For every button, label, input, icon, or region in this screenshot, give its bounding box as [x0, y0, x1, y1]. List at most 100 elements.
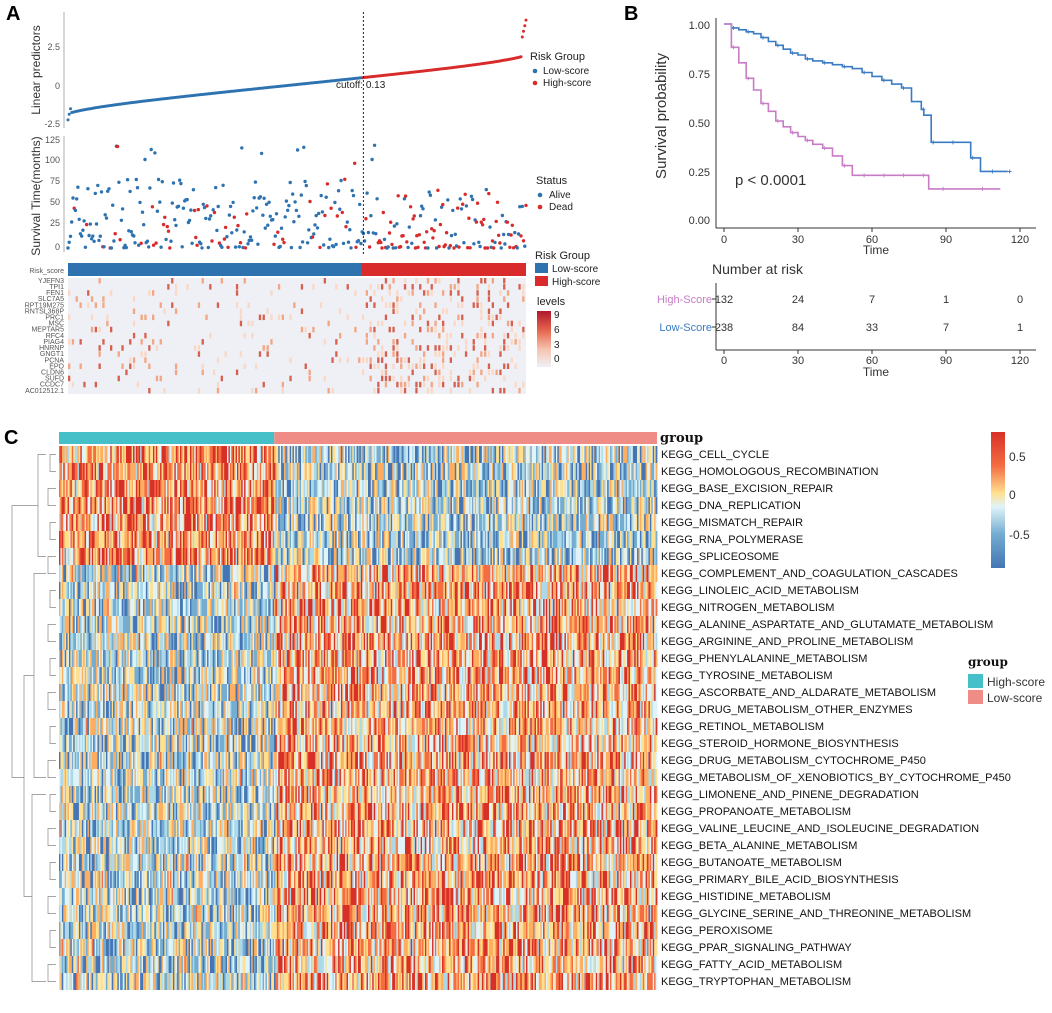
status-point	[344, 225, 348, 229]
kegg-heat-cell	[598, 497, 601, 514]
gene-heat-cell	[426, 326, 430, 333]
kegg-heat-cell	[407, 480, 410, 497]
km-censor-mark	[950, 140, 955, 145]
kegg-heat-cell	[348, 446, 350, 463]
risk-score-legend-title: Risk Group	[530, 51, 585, 63]
kegg-heat-cell	[87, 463, 90, 480]
kegg-heat-cell	[326, 480, 329, 497]
gene-heat-cell	[392, 375, 395, 382]
status-point	[418, 214, 423, 218]
kegg-heat-cell	[527, 463, 530, 480]
status-point	[293, 200, 297, 204]
kegg-heat-cell	[96, 446, 98, 463]
kegg-heat-cell	[332, 531, 335, 548]
kegg-heat-cell	[367, 497, 370, 514]
kegg-heat-cell	[511, 480, 514, 497]
kegg-heat-cell	[544, 446, 547, 463]
kegg-heat-cell	[160, 480, 162, 497]
kegg-heat-cell	[600, 480, 602, 497]
kegg-heat-cell	[639, 463, 642, 480]
gene-heat-cell	[102, 339, 105, 345]
kegg-heat-cell	[597, 446, 600, 463]
kegg-heat-cell	[162, 582, 165, 599]
kegg-heat-cell	[108, 497, 111, 514]
kegg-heat-cell	[255, 548, 258, 565]
levels-tick: 6	[554, 325, 560, 336]
kegg-heat-cell	[328, 480, 330, 497]
kegg-heat-cell	[360, 548, 363, 565]
kegg-heat-cell	[61, 582, 64, 599]
kegg-heat-cell	[404, 565, 407, 582]
kegg-heat-cell	[279, 446, 282, 463]
kegg-heat-cell	[291, 514, 293, 531]
gene-heat-cell	[457, 302, 460, 308]
kegg-heat-cell	[105, 514, 108, 531]
status-point	[444, 231, 449, 235]
gene-heat-cell	[491, 320, 494, 327]
kegg-heat-cell	[140, 497, 142, 514]
gene-heat-cell	[434, 302, 437, 308]
kegg-heat-cell	[434, 480, 437, 497]
kegg-heat-cell	[393, 463, 396, 480]
kegg-heat-cell	[453, 497, 456, 514]
kegg-heat-cell	[628, 480, 631, 497]
kegg-heat-cell	[305, 514, 308, 531]
kegg-heat-cell	[634, 531, 637, 548]
status-point	[196, 207, 200, 212]
kegg-heat-cell	[211, 582, 214, 599]
kegg-heat-cell	[641, 480, 644, 497]
kegg-heat-cell	[382, 463, 385, 480]
kegg-heat-cell	[641, 446, 644, 463]
kegg-heat-cell	[433, 565, 436, 582]
kegg-heat-cell	[545, 463, 548, 480]
gene-heat-cell	[308, 332, 311, 339]
gene-heat-cell	[518, 387, 521, 394]
kegg-heat-cell	[409, 480, 412, 497]
kegg-heat-cell	[493, 514, 496, 531]
gene-heat-cell	[453, 284, 456, 290]
kegg-heat-cell	[558, 565, 561, 582]
kegg-heat-cell	[309, 565, 312, 582]
status-point	[289, 245, 294, 250]
kegg-heat-cell	[624, 548, 627, 565]
status-point	[282, 240, 286, 245]
kegg-heat-cell	[151, 582, 154, 599]
kegg-heat-cell	[521, 446, 524, 463]
kegg-heat-cell	[222, 565, 225, 582]
kegg-heat-cell	[604, 548, 607, 565]
kegg-heat-cell	[356, 497, 359, 514]
status-point	[117, 180, 121, 184]
kegg-heat-cell	[343, 548, 346, 565]
kegg-heat-cell	[101, 446, 104, 463]
kegg-heat-cell	[501, 548, 504, 565]
kegg-heat-cell	[654, 565, 656, 582]
gene-heat-cell	[384, 369, 388, 376]
gene-heat-cell	[518, 320, 521, 327]
kegg-heat-cell	[591, 480, 594, 497]
gene-heat-cell	[365, 290, 368, 296]
kegg-heat-cell	[140, 446, 142, 463]
kegg-heat-cell	[496, 514, 498, 531]
kegg-heat-cell	[451, 446, 454, 463]
kegg-heat-cell	[504, 565, 507, 582]
kegg-heat-cell	[286, 548, 289, 565]
kegg-heat-cell	[76, 480, 78, 497]
kegg-heat-cell	[506, 531, 508, 548]
kegg-heat-cell	[120, 514, 123, 531]
kegg-heat-cell	[84, 463, 87, 480]
kegg-heat-cell	[228, 565, 231, 582]
kegg-heat-cell	[607, 514, 609, 531]
kegg-heat-cell	[601, 446, 604, 463]
kegg-heat-cell	[453, 565, 456, 582]
kegg-heat-cell	[443, 565, 446, 582]
kegg-heat-cell	[118, 514, 121, 531]
kegg-heat-cell	[80, 548, 83, 565]
kegg-heat-cell	[497, 565, 500, 582]
kegg-heat-cell	[540, 514, 543, 531]
kegg-heat-cell	[318, 531, 320, 548]
legend-low-dot	[532, 68, 538, 74]
kegg-heat-cell	[363, 514, 366, 531]
kegg-heat-cell	[147, 582, 150, 599]
kegg-heat-cell	[197, 463, 199, 480]
kegg-heat-cell	[531, 497, 534, 514]
